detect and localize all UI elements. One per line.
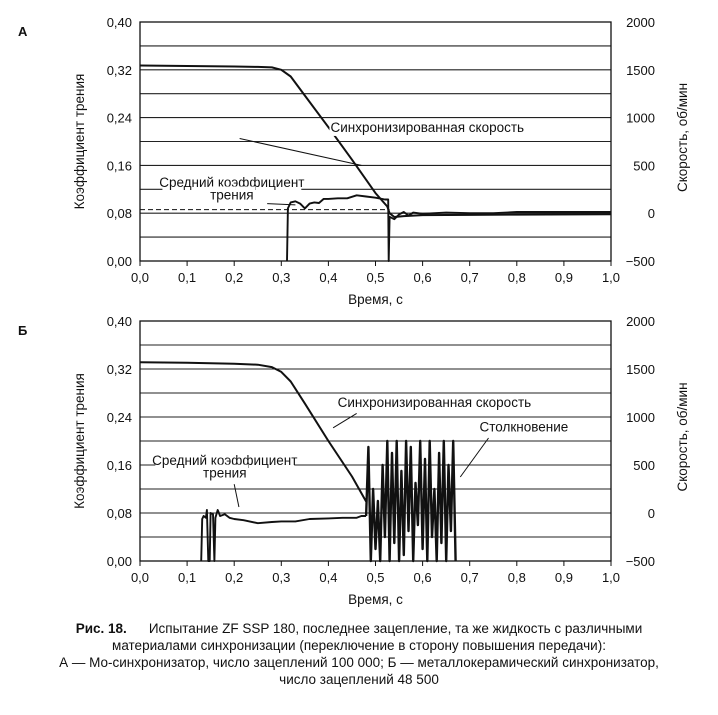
- y-axis-label: Коэффициент трения: [72, 74, 87, 210]
- annotation-bg: [155, 452, 295, 469]
- leader-line: [267, 203, 296, 206]
- y-tick-label: 0,08: [107, 506, 132, 521]
- x-tick-label: 0,8: [508, 270, 526, 285]
- y2-tick-label: −500: [626, 254, 655, 269]
- y-tick-label: 0,16: [107, 158, 132, 173]
- y2-tick-label: 500: [633, 158, 655, 173]
- x-tick-label: 0,7: [461, 570, 479, 585]
- friction-line: [200, 509, 367, 562]
- y-tick-label: 0,16: [107, 458, 132, 473]
- y2-axis-label: Скорость, об/мин: [675, 382, 690, 491]
- annotation-bg: [162, 173, 302, 191]
- annotation-bg: [336, 393, 533, 411]
- y2-tick-label: 1500: [626, 362, 655, 377]
- x-tick-label: 0,9: [555, 570, 573, 585]
- x-tick-label: 0,6: [414, 570, 432, 585]
- caption-line-1: Рис. 18. Испытание ZF SSP 180, последнее …: [0, 620, 718, 637]
- y-tick-label: 0,40: [107, 15, 132, 30]
- leader-line: [239, 138, 362, 166]
- x-tick-label: 0,9: [555, 270, 573, 285]
- x-tick-label: 0,4: [319, 570, 337, 585]
- x-tick-label: 0,1: [178, 570, 196, 585]
- panel-a: А 0,0 0,1 0,2 0,3 0,4 0,5 0,6 0,7 0,8 0,9 1,0 0,00 0,…: [18, 15, 690, 307]
- x-tick-label: 0,4: [319, 270, 337, 285]
- panel-b: Б 0,0 0,1 0,2 0,3 0,4 0,5 0,6 0,7 0,8 0,9 1,0 0,00 0,…: [18, 314, 690, 607]
- annotation: Средний коэффициент: [159, 175, 304, 190]
- x-tick-label: 0,5: [366, 570, 384, 585]
- y2-tick-label: 1500: [626, 63, 655, 78]
- y2-tick-label: 2000: [626, 15, 655, 30]
- collision-line: [364, 439, 457, 563]
- y-tick-label: 0,32: [107, 362, 132, 377]
- y-tick-label: 0,00: [107, 554, 132, 569]
- y-tick-label: 0,32: [107, 63, 132, 78]
- panel-label: А: [18, 24, 28, 39]
- x-tick-label: 0,7: [461, 270, 479, 285]
- figure-number: Рис. 18.: [75, 621, 127, 636]
- y-tick-label: 0,00: [107, 254, 132, 269]
- y-axis-label: Коэффициент трения: [72, 373, 87, 509]
- annotation-bg: [329, 118, 526, 136]
- speed-line: [139, 64, 612, 218]
- y2-tick-label: 1000: [626, 111, 655, 126]
- y-tick-label: 0,24: [107, 111, 132, 126]
- y2-tick-label: −500: [626, 554, 655, 569]
- annotation: трения: [210, 187, 254, 202]
- y2-tick-label: 500: [633, 458, 655, 473]
- annotation: Средний коэффициент: [152, 453, 297, 468]
- annotation: Синхронизированная скорость: [338, 395, 532, 410]
- y2-axis-label: Скорость, об/мин: [675, 83, 690, 192]
- x-tick-label: 0,2: [225, 570, 243, 585]
- y-tick-label: 0,24: [107, 410, 132, 425]
- y2-tick-label: 0: [648, 506, 655, 521]
- caption-text-1: Испытание ZF SSP 180, последнее зацеплен…: [148, 621, 643, 636]
- x-tick-label: 1,0: [602, 570, 620, 585]
- y2-tick-label: 1000: [626, 410, 655, 425]
- leader-line: [233, 484, 240, 508]
- x-tick-label: 0,1: [178, 270, 196, 285]
- x-tick-label: 0,0: [131, 270, 149, 285]
- x-tick-label: 0,3: [272, 270, 290, 285]
- leader-line: [459, 437, 489, 478]
- y2-tick-label: 2000: [626, 314, 655, 329]
- x-axis-label: Время, с: [348, 292, 403, 307]
- x-tick-label: 0,2: [225, 270, 243, 285]
- annotation: Синхронизированная скорость: [331, 120, 525, 135]
- x-tick-label: 0,6: [414, 270, 432, 285]
- speed-line: [139, 361, 367, 502]
- annotation: Столкновение: [479, 419, 568, 434]
- panel-label: Б: [18, 323, 27, 338]
- x-axis-label: Время, с: [348, 592, 403, 607]
- x-tick-label: 0,0: [131, 570, 149, 585]
- x-tick-label: 0,5: [366, 270, 384, 285]
- caption-line-3: А — Мо-синхронизатор, число зацеплений 1…: [59, 655, 659, 670]
- annotation-bg: [479, 418, 569, 436]
- x-tick-label: 0,8: [508, 570, 526, 585]
- annotation-bg: [208, 186, 256, 204]
- annotation: трения: [203, 466, 247, 481]
- x-tick-label: 1,0: [602, 270, 620, 285]
- caption-line-4: число зацеплений 48 500: [279, 672, 439, 687]
- y-tick-label: 0,08: [107, 206, 132, 221]
- figure-caption: Рис. 18. Испытание ZF SSP 180, последнее …: [0, 620, 718, 688]
- friction-line: [286, 194, 611, 262]
- y-tick-label: 0,40: [107, 314, 132, 329]
- annotation-bg: [201, 464, 249, 482]
- caption-line-2: материалами синхронизации (переключение …: [112, 638, 606, 653]
- y2-tick-label: 0: [648, 206, 655, 221]
- x-tick-label: 0,3: [272, 570, 290, 585]
- leader-line: [332, 412, 357, 429]
